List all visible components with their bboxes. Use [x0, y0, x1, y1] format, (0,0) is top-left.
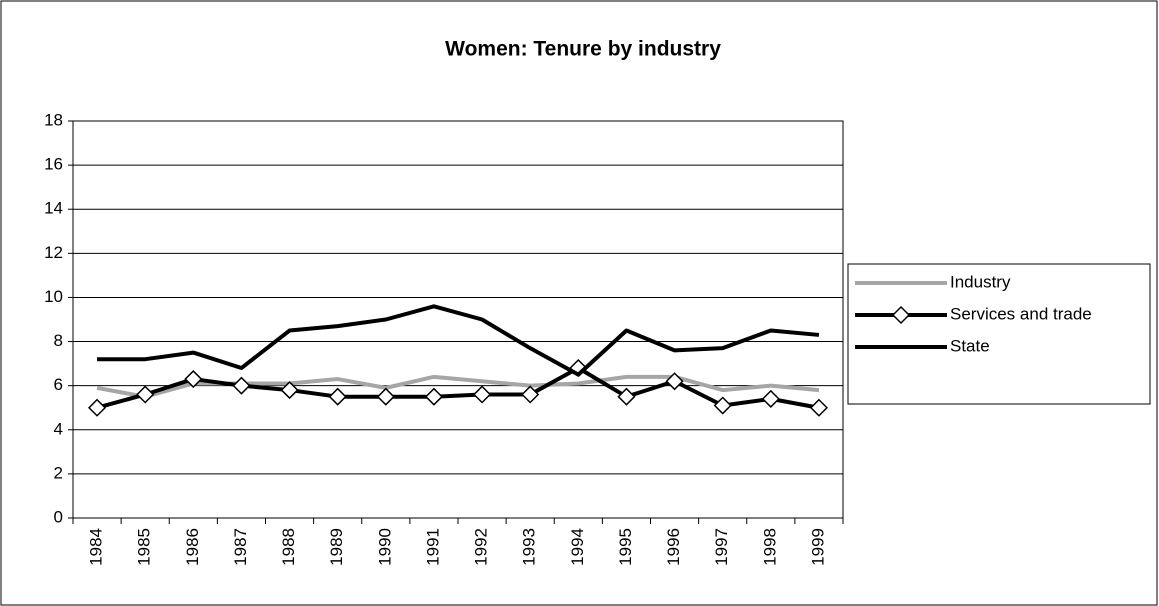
point-marker: [424, 387, 443, 406]
point-marker: [184, 369, 203, 389]
point-marker: [136, 385, 155, 404]
x-tick-label: 1995: [616, 528, 635, 566]
y-tick-label: 12: [44, 243, 63, 262]
legend: [847, 263, 1151, 405]
legend-label: Industry: [950, 272, 1011, 291]
x-tick-label: 1996: [664, 528, 683, 566]
point-marker: [328, 387, 347, 406]
legend-label: State: [950, 336, 990, 355]
y-tick-label: 18: [44, 110, 63, 129]
point-marker: [280, 381, 299, 400]
x-tick-label: 1986: [183, 528, 202, 566]
point-marker: [713, 396, 732, 415]
x-tick-label: 1985: [135, 528, 154, 566]
y-tick-label: 4: [54, 419, 63, 438]
y-tick-label: 2: [54, 463, 63, 482]
x-tick-label: 1993: [520, 528, 539, 566]
y-tick-label: 16: [44, 155, 63, 174]
point-marker: [376, 387, 395, 406]
x-tick-label: 1998: [760, 528, 779, 566]
legend-label: Services and trade: [950, 304, 1092, 323]
point-marker: [88, 398, 107, 417]
y-tick-label: 14: [44, 199, 63, 218]
point-marker: [809, 398, 828, 417]
chart-title: Women: Tenure by industry: [445, 38, 721, 61]
y-tick-label: 0: [54, 507, 63, 526]
y-tick-label: 8: [54, 331, 63, 350]
legend-marker: [891, 305, 911, 325]
x-tick-label: 1999: [808, 528, 827, 566]
point-marker: [521, 385, 540, 404]
x-tick-label: 1994: [568, 528, 587, 566]
x-tick-label: 1990: [375, 528, 394, 566]
x-tick-label: 1989: [327, 528, 346, 566]
point-marker: [665, 372, 684, 391]
series-line: [97, 304, 820, 377]
x-tick-label: 1997: [712, 528, 731, 566]
series-line: [96, 366, 820, 410]
y-tick-label: 10: [44, 287, 63, 306]
x-tick-label: 1987: [231, 528, 250, 566]
x-tick-label: 1988: [279, 528, 298, 566]
point-marker: [761, 389, 780, 408]
point-marker: [232, 376, 251, 395]
x-tick-label: 1991: [423, 528, 442, 566]
x-tick-label: 1984: [87, 528, 106, 566]
y-tick-label: 6: [54, 375, 63, 394]
point-marker: [617, 387, 636, 406]
x-tick-label: 1992: [472, 528, 491, 566]
point-marker: [473, 385, 492, 404]
